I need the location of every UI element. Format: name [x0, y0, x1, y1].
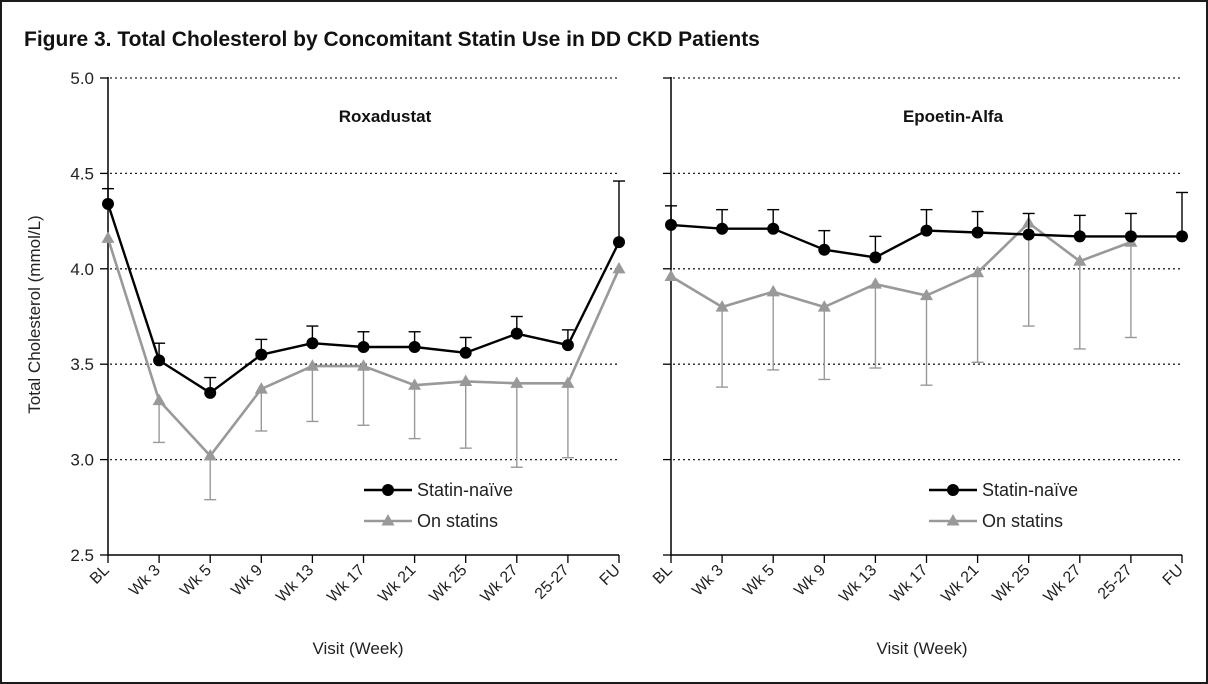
y-tick-label: 4.5 [70, 164, 94, 183]
x-tick-label: Wk 13 [836, 562, 880, 606]
data-point [613, 236, 625, 249]
series-on-statins [101, 231, 626, 501]
data-point [203, 448, 217, 461]
x-tick-label: Wk 25 [426, 562, 470, 606]
data-point [357, 341, 370, 354]
x-tick-label: FU [597, 562, 624, 589]
legend-label: Statin-naïve [417, 480, 513, 500]
data-point [408, 341, 421, 354]
data-point [715, 300, 729, 312]
data-point [817, 300, 831, 312]
data-point [254, 382, 268, 394]
x-tick-label: Wk 27 [1041, 562, 1085, 606]
legend-item: Statin-naïve [929, 480, 1078, 500]
data-point [818, 243, 831, 256]
data-point [1073, 230, 1086, 243]
series-line [670, 221, 1132, 309]
panel-1: BL Wk 3 Wk 5 Wk 9 Wk 13 Wk 17 Wk 21 Wk 25 Wk 27 2… [650, 77, 1188, 658]
data-point [971, 226, 984, 239]
legend-marker [946, 514, 960, 526]
data-point [665, 218, 677, 231]
x-tick-label: Wk 9 [228, 562, 266, 600]
y-tick-label: 3.0 [70, 451, 94, 470]
legend-marker [947, 484, 959, 496]
legend-item: On statins [929, 511, 1063, 531]
x-tick-label: Wk 25 [989, 562, 1033, 606]
data-point [152, 393, 166, 406]
y-tick-label: 3.5 [70, 355, 94, 374]
x-tick-label: Wk 17 [887, 562, 931, 606]
data-point [408, 378, 422, 390]
panel-0: 2.53.03.54.04.55.0BL Wk 3 Wk 5 Wk 9 Wk 13 Wk … [25, 69, 626, 658]
data-point [1073, 254, 1087, 266]
x-tick-label: Wk 9 [791, 562, 829, 600]
data-point [101, 231, 115, 243]
data-point [255, 348, 268, 361]
data-point [1176, 230, 1188, 243]
data-point [920, 224, 933, 237]
x-tick-label: Wk 17 [324, 562, 368, 606]
data-point [561, 339, 574, 352]
x-tick-label: Wk 3 [689, 562, 727, 600]
data-point [920, 288, 933, 301]
data-point [357, 359, 370, 371]
x-tick-label: 25-27 [532, 562, 573, 603]
data-point [612, 261, 626, 274]
data-point [766, 284, 780, 297]
legend-item: On statins [364, 511, 498, 531]
series-statin-naive [665, 191, 1188, 264]
x-tick-label: Wk 21 [938, 562, 982, 606]
data-point [767, 222, 780, 235]
x-tick-label: Wk 27 [478, 562, 522, 606]
data-point [664, 269, 678, 282]
legend-label: On statins [417, 511, 498, 531]
x-axis-label: Visit (Week) [312, 639, 403, 658]
data-point [869, 251, 882, 264]
x-axis-label: Visit (Week) [876, 639, 967, 658]
data-point [868, 277, 882, 289]
series-statin-naive [102, 180, 625, 399]
panel-title: Epoetin-Alfa [903, 107, 1004, 126]
data-point [971, 265, 985, 278]
data-point [306, 337, 319, 350]
x-tick-label: Wk 13 [273, 562, 317, 606]
y-tick-label: 2.5 [70, 546, 94, 565]
legend-marker [382, 484, 394, 496]
data-point [204, 386, 217, 399]
panel-title: Roxadustat [339, 107, 432, 126]
y-axis-label: Total Cholesterol (mmol/L) [25, 215, 44, 413]
legend-marker [381, 514, 395, 526]
figure-title: Figure 3. Total Cholesterol by Concomita… [24, 28, 760, 51]
data-point [153, 354, 166, 367]
legend-item: Statin-naïve [364, 480, 513, 500]
data-point [102, 197, 114, 210]
x-tick-label: Wk 3 [126, 562, 164, 600]
legend-label: Statin-naïve [982, 480, 1078, 500]
series-on-statins [664, 216, 1138, 388]
x-tick-label: Wk 21 [375, 562, 419, 606]
data-point [305, 359, 319, 371]
x-tick-label: BL [87, 562, 113, 588]
y-tick-label: 5.0 [70, 69, 94, 88]
x-tick-label: Wk 5 [740, 562, 778, 600]
y-tick-label: 4.0 [70, 260, 94, 279]
legend-label: On statins [982, 511, 1063, 531]
data-point [459, 346, 472, 359]
data-point [716, 222, 729, 235]
x-tick-label: 25-27 [1095, 562, 1136, 603]
x-tick-label: BL [650, 562, 676, 588]
data-point [510, 376, 524, 388]
x-tick-label: FU [1160, 562, 1187, 589]
data-point [561, 376, 575, 388]
data-point [459, 374, 473, 386]
data-point [510, 327, 523, 340]
data-point [1022, 228, 1035, 241]
x-tick-label: Wk 5 [177, 562, 215, 600]
data-point [1124, 230, 1137, 243]
